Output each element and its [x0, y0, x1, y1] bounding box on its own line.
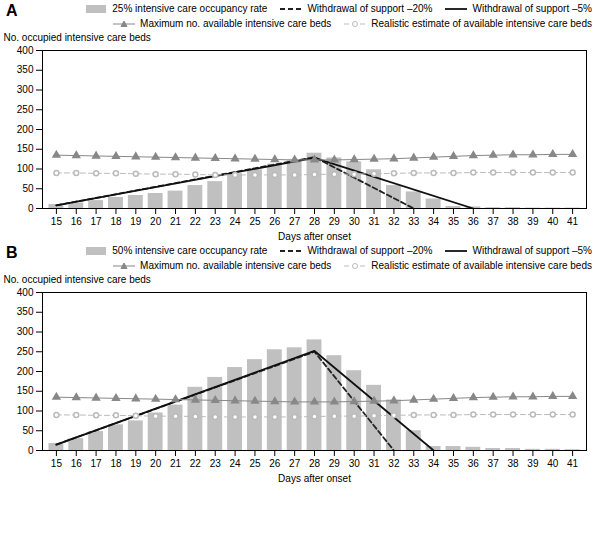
svg-text:100: 100 [17, 163, 34, 174]
html-text:B: B [6, 244, 18, 261]
html-text:Withdrawal of support –5%: Withdrawal of support –5% [472, 245, 592, 256]
html-text:Realistic estimate of availabl: Realistic estimate of available intensiv… [371, 260, 592, 271]
svg-text:Days after onset: Days after onset [278, 231, 351, 242]
svg-text:16: 16 [71, 458, 83, 469]
svg-text:19: 19 [130, 458, 142, 469]
svg-text:150: 150 [17, 385, 34, 396]
svg-text:21: 21 [170, 216, 182, 227]
svg-text:23: 23 [210, 216, 222, 227]
svg-text:400: 400 [17, 287, 34, 298]
svg-text:25: 25 [249, 458, 261, 469]
svg-text:34: 34 [428, 458, 440, 469]
html-text:A: A [6, 2, 18, 19]
svg-text:19: 19 [130, 216, 142, 227]
svg-text:18: 18 [110, 216, 122, 227]
svg-text:37: 37 [488, 216, 500, 227]
svg-text:36: 36 [468, 216, 480, 227]
svg-text:No. occupied intensive care be: No. occupied intensive care beds [4, 32, 151, 43]
svg-text:21: 21 [170, 458, 182, 469]
svg-text:350: 350 [17, 64, 34, 75]
svg-text:No. occupied intensive care be: No. occupied intensive care beds [4, 274, 151, 285]
svg-text:Days after onset: Days after onset [278, 473, 351, 484]
svg-text:26: 26 [269, 216, 281, 227]
html-text:Withdrawal of support –20%: Withdrawal of support –20% [307, 3, 433, 14]
svg-text:31: 31 [368, 458, 380, 469]
svg-text:0: 0 [28, 203, 34, 214]
svg-text:39: 39 [527, 458, 539, 469]
svg-text:22: 22 [190, 458, 202, 469]
svg-text:41: 41 [567, 216, 579, 227]
svg-text:26: 26 [269, 458, 281, 469]
svg-text:29: 29 [329, 458, 341, 469]
svg-text:50: 50 [22, 425, 34, 436]
svg-text:22: 22 [190, 216, 202, 227]
svg-text:27: 27 [289, 216, 301, 227]
svg-text:17: 17 [91, 458, 103, 469]
svg-text:38: 38 [507, 216, 519, 227]
svg-text:300: 300 [17, 84, 34, 95]
svg-text:0: 0 [28, 445, 34, 456]
svg-text:35: 35 [448, 216, 460, 227]
svg-text:24: 24 [230, 216, 242, 227]
svg-text:18: 18 [110, 458, 122, 469]
svg-text:24: 24 [230, 458, 242, 469]
svg-text:39: 39 [527, 216, 539, 227]
html-text:Maximum no. available intensiv: Maximum no. available intensive care bed… [140, 18, 332, 29]
svg-text:20: 20 [150, 216, 162, 227]
html-text:Realistic estimate of availabl: Realistic estimate of available intensiv… [371, 18, 592, 29]
svg-text:15: 15 [51, 458, 63, 469]
svg-text:41: 41 [567, 458, 579, 469]
svg-text:33: 33 [408, 216, 420, 227]
svg-text:400: 400 [17, 45, 34, 56]
svg-text:200: 200 [17, 366, 34, 377]
html-text:50% intensive care occupancy r: 50% intensive care occupancy rate [112, 245, 268, 256]
svg-text:15: 15 [51, 216, 63, 227]
svg-text:250: 250 [17, 346, 34, 357]
svg-text:30: 30 [349, 458, 361, 469]
html-text:Withdrawal of support –5%: Withdrawal of support –5% [472, 3, 592, 14]
svg-text:31: 31 [368, 216, 380, 227]
svg-text:37: 37 [488, 458, 500, 469]
svg-text:50: 50 [22, 183, 34, 194]
svg-text:34: 34 [428, 216, 440, 227]
svg-text:27: 27 [289, 458, 301, 469]
svg-text:200: 200 [17, 124, 34, 135]
svg-text:150: 150 [17, 143, 34, 154]
svg-text:32: 32 [388, 458, 400, 469]
svg-text:30: 30 [349, 216, 361, 227]
svg-text:36: 36 [468, 458, 480, 469]
html-text:Maximum no. available intensiv: Maximum no. available intensive care bed… [140, 260, 332, 271]
svg-text:300: 300 [17, 326, 34, 337]
svg-text:28: 28 [309, 458, 321, 469]
svg-text:250: 250 [17, 104, 34, 115]
svg-text:33: 33 [408, 458, 420, 469]
svg-text:32: 32 [388, 216, 400, 227]
svg-text:25: 25 [249, 216, 261, 227]
svg-text:35: 35 [448, 458, 460, 469]
svg-text:17: 17 [91, 216, 103, 227]
svg-text:350: 350 [17, 306, 34, 317]
html-text:Withdrawal of support –20%: Withdrawal of support –20% [307, 245, 433, 256]
svg-text:20: 20 [150, 458, 162, 469]
svg-text:23: 23 [210, 458, 222, 469]
svg-text:38: 38 [507, 458, 519, 469]
svg-text:40: 40 [547, 216, 559, 227]
svg-text:16: 16 [71, 216, 83, 227]
svg-text:40: 40 [547, 458, 559, 469]
svg-text:29: 29 [329, 216, 341, 227]
svg-text:28: 28 [309, 216, 321, 227]
svg-text:100: 100 [17, 405, 34, 416]
html-text:25% intensive care occupancy r: 25% intensive care occupancy rate [112, 3, 268, 14]
